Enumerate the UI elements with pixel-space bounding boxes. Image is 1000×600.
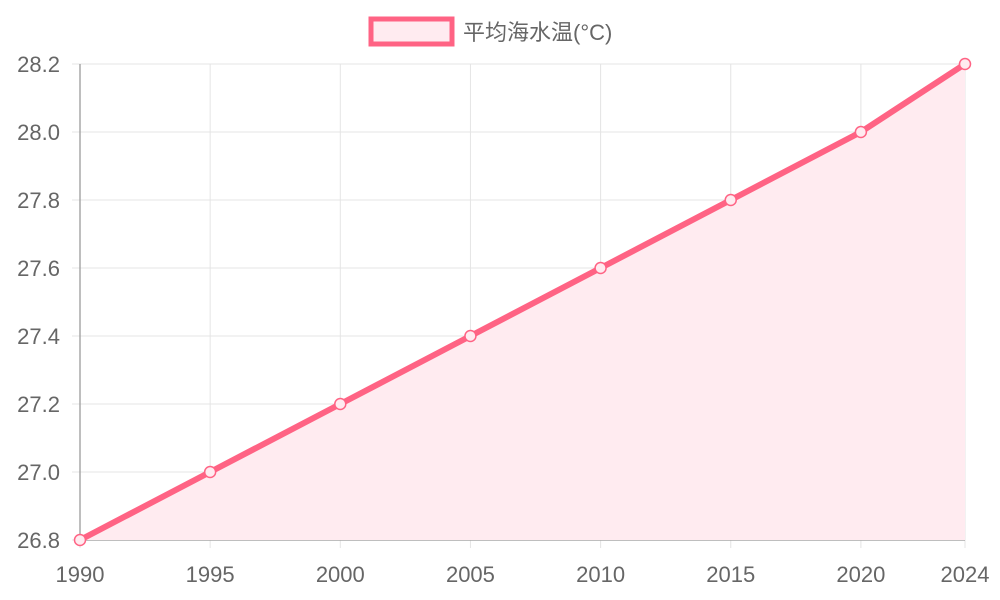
y-tick-label: 27.2	[17, 392, 60, 417]
y-tick-label: 28.2	[17, 52, 60, 77]
y-tick-label: 27.8	[17, 188, 60, 213]
legend-swatch[interactable]	[368, 16, 455, 47]
y-tick-label: 28.0	[17, 120, 60, 145]
x-tick-label: 2000	[316, 562, 365, 587]
y-axis-tick-labels: 26.8 27.0 27.2 27.4 27.6 27.8 28.0 28.2	[17, 52, 60, 553]
data-point[interactable]	[724, 193, 737, 207]
data-point[interactable]	[203, 465, 217, 479]
data-point[interactable]	[464, 329, 477, 343]
x-axis-tick-labels: 1990 1995 2000 2005 2010 2015 2020 2024	[56, 562, 990, 587]
data-point[interactable]	[594, 261, 607, 275]
data-point[interactable]	[73, 533, 87, 547]
x-tick-label: 1990	[56, 562, 105, 587]
x-tick-label: 2020	[836, 562, 885, 587]
x-tick-label: 2024	[941, 562, 990, 587]
legend[interactable]: 平均海水温(°C)	[368, 16, 612, 47]
x-tick-label: 2010	[576, 562, 625, 587]
series-area	[80, 64, 965, 540]
y-tick-label: 26.8	[17, 528, 60, 553]
x-tick-label: 1995	[186, 562, 235, 587]
x-tick-label: 2005	[446, 562, 495, 587]
data-points	[73, 57, 972, 547]
y-tick-label: 27.0	[17, 460, 60, 485]
y-tick-label: 27.6	[17, 256, 60, 281]
x-tick-label: 2015	[706, 562, 755, 587]
data-point[interactable]	[958, 57, 972, 71]
data-point[interactable]	[334, 397, 347, 411]
series-line	[77, 61, 968, 543]
data-point[interactable]	[854, 125, 868, 139]
y-tick-label: 27.4	[17, 324, 60, 349]
legend-label[interactable]: 平均海水温(°C)	[463, 20, 612, 45]
series-line-layer	[77, 61, 968, 543]
area-fill-layer	[80, 64, 965, 540]
